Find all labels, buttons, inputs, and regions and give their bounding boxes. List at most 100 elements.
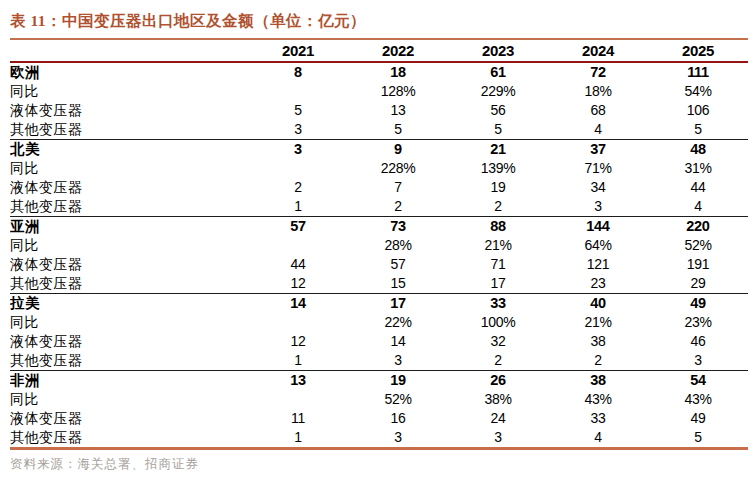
cell: 16 xyxy=(348,409,448,428)
sub-row-other: 其他变压器 1 2 2 3 4 xyxy=(10,197,748,217)
cell: 72 xyxy=(548,62,648,82)
row-label: 同比 xyxy=(10,390,248,409)
cell: 19 xyxy=(348,371,448,391)
cell: 26 xyxy=(448,371,548,391)
cell: 13 xyxy=(248,371,348,391)
cell: 61 xyxy=(448,62,548,82)
cell: 34 xyxy=(548,178,648,197)
cell: 1 xyxy=(248,351,348,371)
cell: 44 xyxy=(648,178,748,197)
row-label: 其他变压器 xyxy=(10,197,248,217)
cell: 121 xyxy=(548,255,648,274)
cell: 7 xyxy=(348,178,448,197)
cell: 191 xyxy=(648,255,748,274)
row-label: 其他变压器 xyxy=(10,428,248,449)
cell: 4 xyxy=(548,428,648,449)
cell: 111 xyxy=(648,62,748,82)
cell: 5 xyxy=(648,120,748,140)
cell: 71 xyxy=(448,255,548,274)
cell: 8 xyxy=(248,62,348,82)
cell: 4 xyxy=(648,197,748,217)
cell: 3 xyxy=(448,428,548,449)
sub-row-yoy: 同比 28% 21% 64% 52% xyxy=(10,236,748,255)
cell: 3 xyxy=(248,120,348,140)
row-label: 其他变压器 xyxy=(10,274,248,294)
cell: 144 xyxy=(548,217,648,237)
header-year-2021: 2021 xyxy=(248,40,348,62)
sub-row-liquid: 液体变压器 44 57 71 121 191 xyxy=(10,255,748,274)
cell: 1 xyxy=(248,428,348,449)
row-label: 同比 xyxy=(10,313,248,332)
row-label: 其他变压器 xyxy=(10,120,248,140)
cell: 24 xyxy=(448,409,548,428)
header-year-2025: 2025 xyxy=(648,40,748,62)
source-note: 资料来源：海关总署、招商证券 xyxy=(10,456,755,473)
section-latin-america: 拉美 14 17 33 40 49 同比 22% 100% 21% 23% 液体… xyxy=(10,294,748,371)
cell: 4 xyxy=(548,120,648,140)
cell: 106 xyxy=(648,101,748,120)
cell: 3 xyxy=(348,428,448,449)
cell xyxy=(248,236,348,255)
region-row: 欧洲 8 18 61 72 111 xyxy=(10,62,748,82)
sub-row-other: 其他变压器 3 5 5 4 5 xyxy=(10,120,748,140)
cell xyxy=(248,390,348,409)
region-label: 北美 xyxy=(10,140,248,160)
cell: 17 xyxy=(448,274,548,294)
region-row: 北美 3 9 21 37 48 xyxy=(10,140,748,160)
table-header: 2021 2022 2023 2024 2025 xyxy=(10,40,748,62)
cell: 229% xyxy=(448,82,548,101)
cell: 14 xyxy=(348,332,448,351)
cell: 57 xyxy=(248,217,348,237)
cell: 23% xyxy=(648,313,748,332)
cell: 52% xyxy=(648,236,748,255)
sub-row-liquid: 液体变压器 5 13 56 68 106 xyxy=(10,101,748,120)
cell: 18% xyxy=(548,82,648,101)
cell: 12 xyxy=(248,332,348,351)
region-row: 非洲 13 19 26 38 54 xyxy=(10,371,748,391)
cell: 38 xyxy=(548,371,648,391)
cell: 21% xyxy=(548,313,648,332)
region-row: 亚洲 57 73 88 144 220 xyxy=(10,217,748,237)
cell: 19 xyxy=(448,178,548,197)
cell: 88 xyxy=(448,217,548,237)
cell: 5 xyxy=(448,120,548,140)
cell: 48 xyxy=(648,140,748,160)
section-north-america: 北美 3 9 21 37 48 同比 228% 139% 71% 31% 液体变… xyxy=(10,140,748,217)
cell: 14 xyxy=(248,294,348,314)
cell: 228% xyxy=(348,159,448,178)
cell: 11 xyxy=(248,409,348,428)
region-label: 亚洲 xyxy=(10,217,248,237)
sub-row-liquid: 液体变压器 2 7 19 34 44 xyxy=(10,178,748,197)
cell: 56 xyxy=(448,101,548,120)
cell: 38% xyxy=(448,390,548,409)
cell: 31% xyxy=(648,159,748,178)
cell: 73 xyxy=(348,217,448,237)
cell: 21 xyxy=(448,140,548,160)
row-label: 同比 xyxy=(10,82,248,101)
header-row: 2021 2022 2023 2024 2025 xyxy=(10,40,748,62)
cell: 29 xyxy=(648,274,748,294)
cell: 23 xyxy=(548,274,648,294)
cell: 2 xyxy=(448,197,548,217)
section-africa: 非洲 13 19 26 38 54 同比 52% 38% 43% 43% 液体变… xyxy=(10,371,748,449)
export-table: 2021 2022 2023 2024 2025 欧洲 8 18 61 72 1… xyxy=(10,40,748,450)
sub-row-yoy: 同比 228% 139% 71% 31% xyxy=(10,159,748,178)
cell: 139% xyxy=(448,159,548,178)
row-label: 液体变压器 xyxy=(10,178,248,197)
cell: 54% xyxy=(648,82,748,101)
cell: 43% xyxy=(648,390,748,409)
row-label: 同比 xyxy=(10,236,248,255)
cell: 52% xyxy=(348,390,448,409)
cell: 1 xyxy=(248,197,348,217)
sub-row-other: 其他变压器 12 15 17 23 29 xyxy=(10,274,748,294)
cell: 2 xyxy=(248,178,348,197)
cell: 46 xyxy=(648,332,748,351)
cell: 5 xyxy=(248,101,348,120)
cell: 3 xyxy=(548,197,648,217)
cell: 68 xyxy=(548,101,648,120)
cell: 22% xyxy=(348,313,448,332)
cell: 33 xyxy=(548,409,648,428)
cell: 49 xyxy=(648,294,748,314)
header-year-2024: 2024 xyxy=(548,40,648,62)
region-label: 拉美 xyxy=(10,294,248,314)
